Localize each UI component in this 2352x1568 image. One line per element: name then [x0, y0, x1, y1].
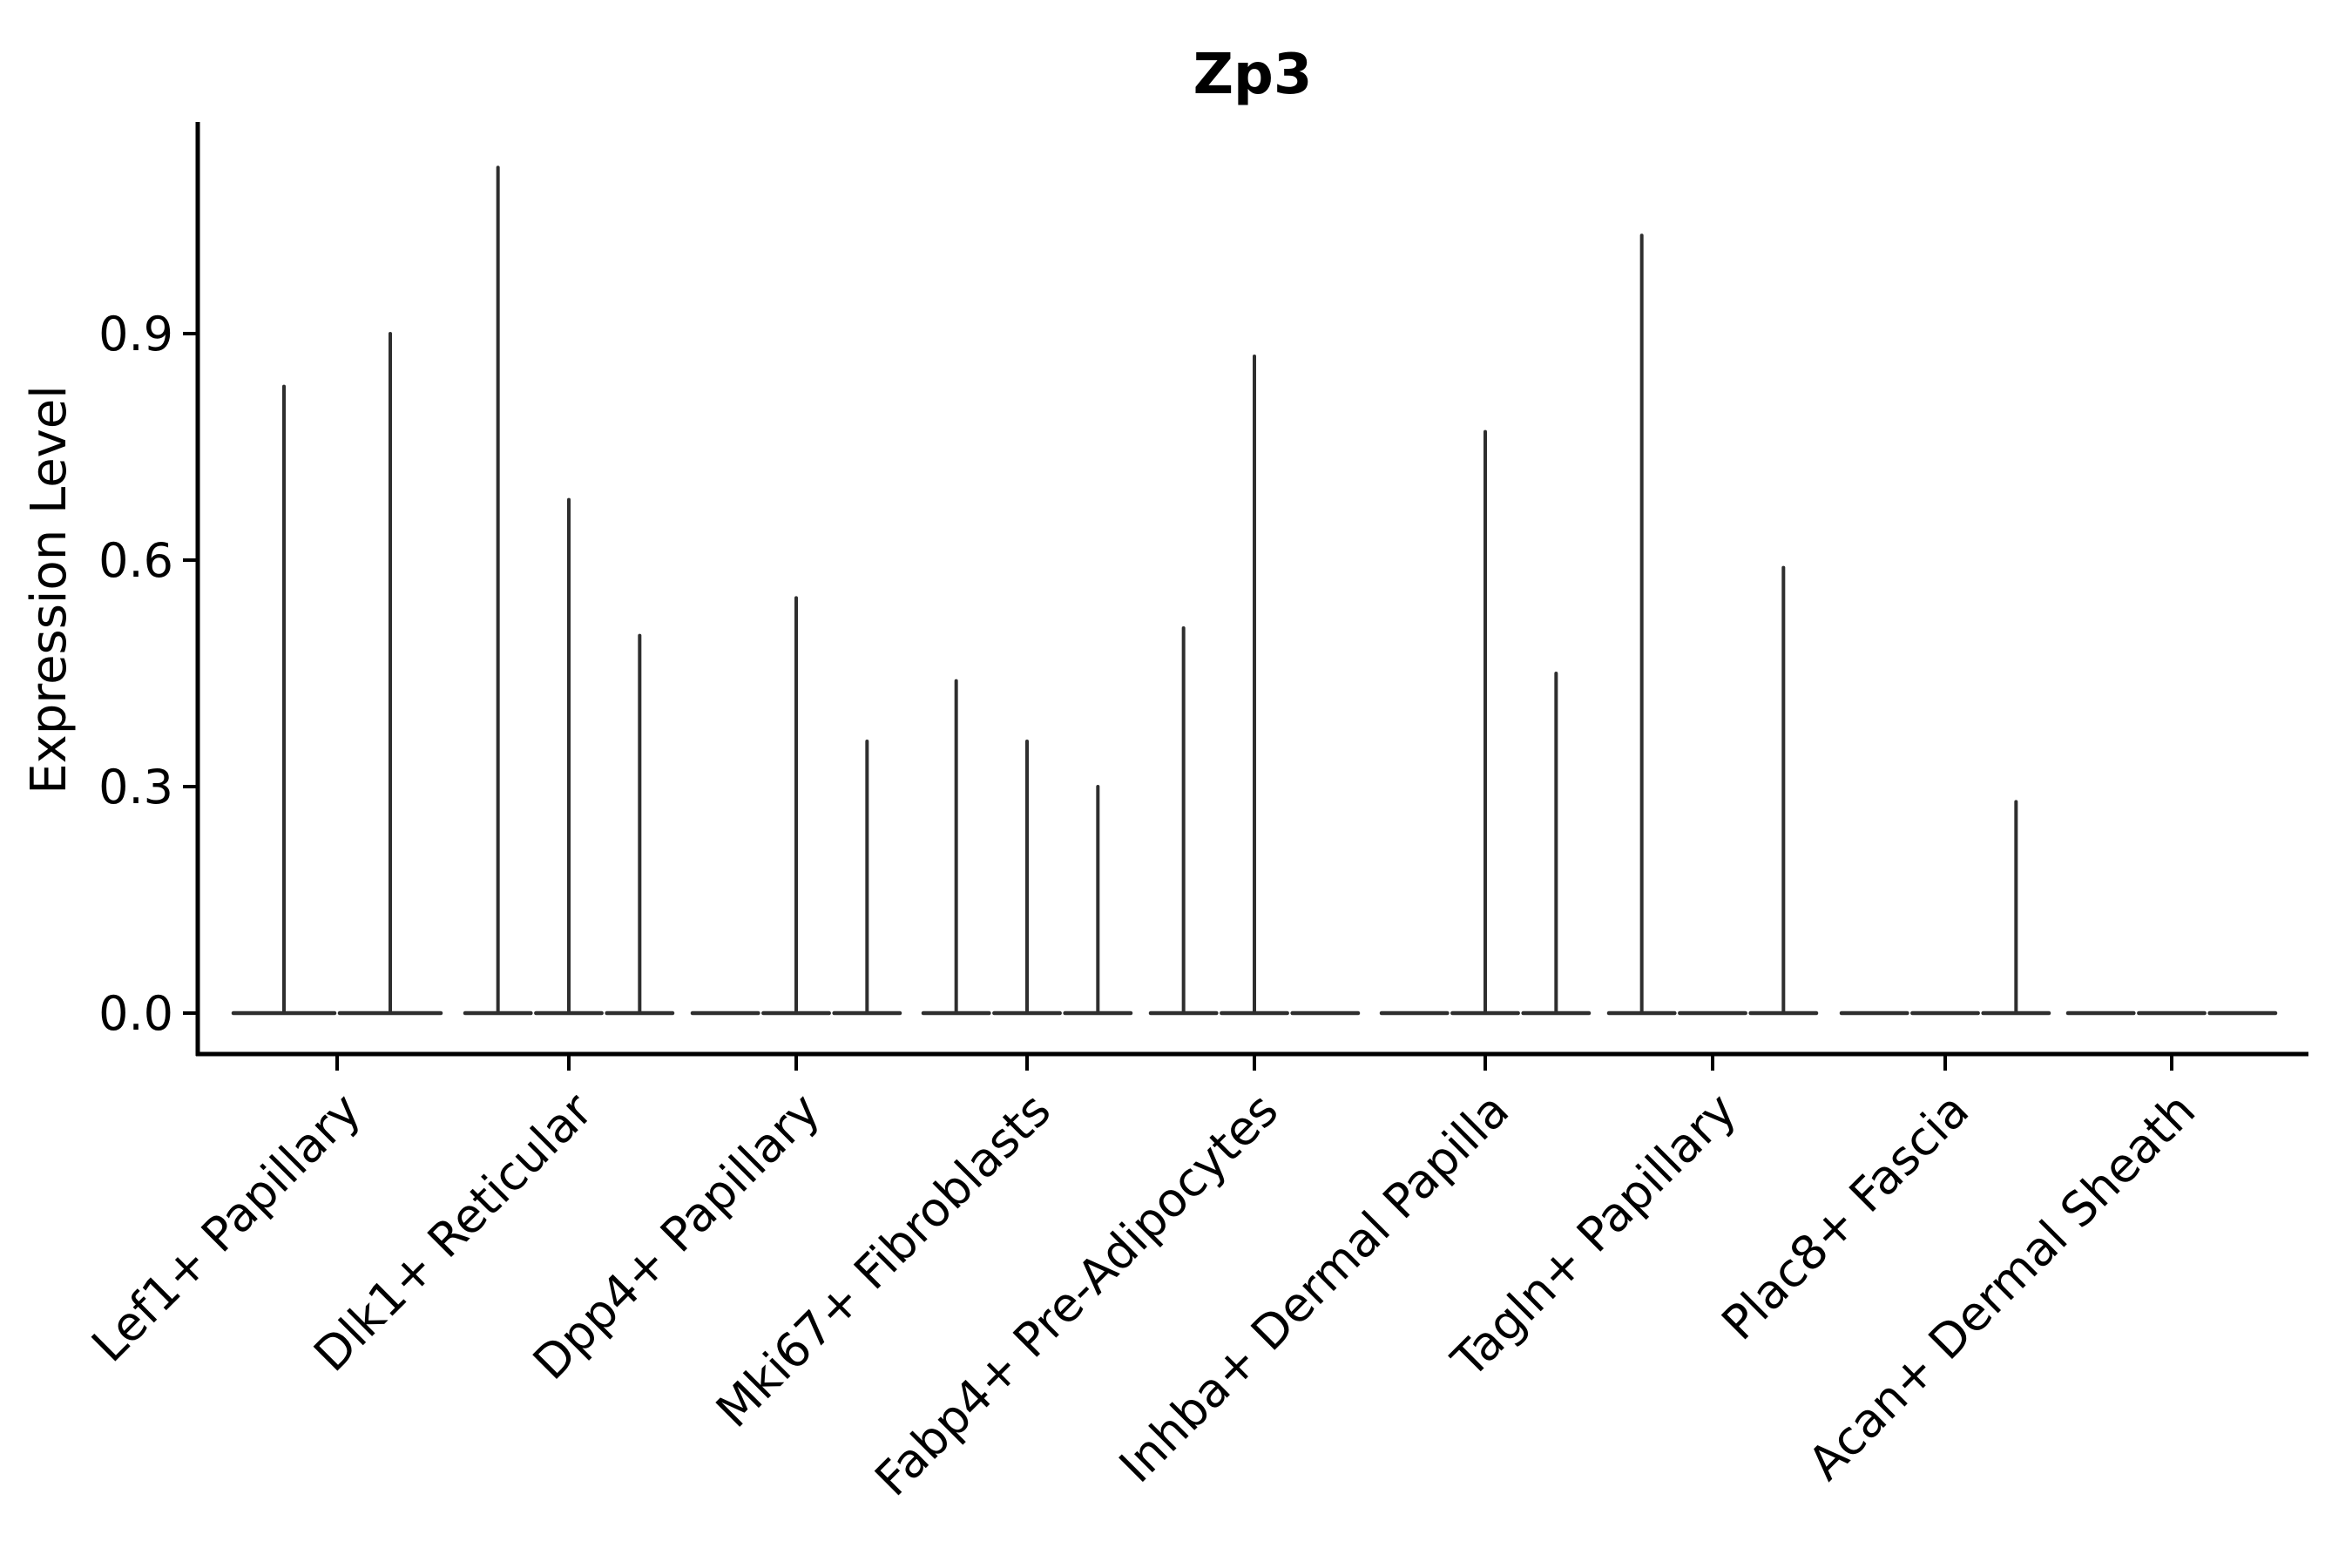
x-tick-label: Inhba+ Dermal Papilla [1109, 1083, 1519, 1493]
x-tick-label: Acan+ Dermal Sheath [1798, 1083, 2206, 1490]
chart-title: Zp3 [1193, 43, 1313, 107]
y-tick-label: 0.0 [98, 986, 173, 1041]
y-tick-label: 0.9 [98, 307, 173, 362]
x-tick-label: Fabp4+ Pre-Adipocytes [864, 1083, 1288, 1507]
y-axis-label: Expression Level [21, 385, 78, 794]
y-tick-label: 0.6 [98, 533, 173, 588]
y-tick-label: 0.3 [98, 760, 173, 814]
